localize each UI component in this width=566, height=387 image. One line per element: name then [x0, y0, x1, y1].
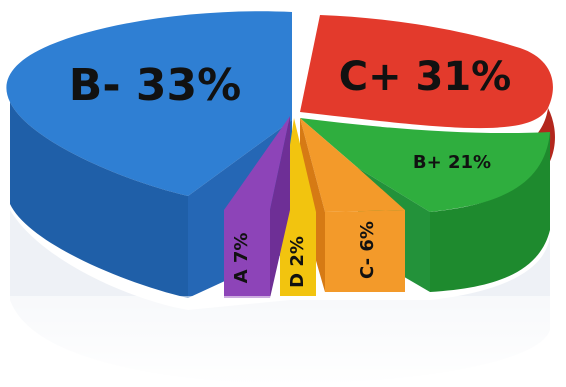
reflection — [0, 210, 566, 387]
slice-c-minus-top — [300, 118, 405, 212]
slice-label-c-minus: C- 6% — [357, 221, 378, 279]
slice-label-b-minus: B- 33% — [69, 60, 241, 111]
slice-c-plus-top — [300, 15, 553, 129]
slice-a: A 7% — [224, 116, 290, 298]
slice-label-a: A 7% — [231, 233, 252, 284]
slice-d-side — [280, 212, 316, 296]
slice-b-minus-side — [10, 102, 188, 298]
slice-a-top — [224, 116, 290, 210]
slice-label-d: D 2% — [287, 236, 308, 288]
slice-b-plus-side — [430, 132, 550, 292]
slice-a-face — [270, 116, 290, 298]
slice-c-plus: C+ 31% — [300, 15, 555, 176]
slice-b-plus-top — [300, 118, 551, 212]
slice-a-side — [224, 210, 270, 298]
slice-c-minus-side — [325, 210, 405, 292]
slice-label-b-plus: B+ 21% — [413, 152, 491, 173]
slice-label-c-plus: C+ 31% — [339, 54, 512, 100]
slice-b-minus-top — [6, 11, 293, 197]
